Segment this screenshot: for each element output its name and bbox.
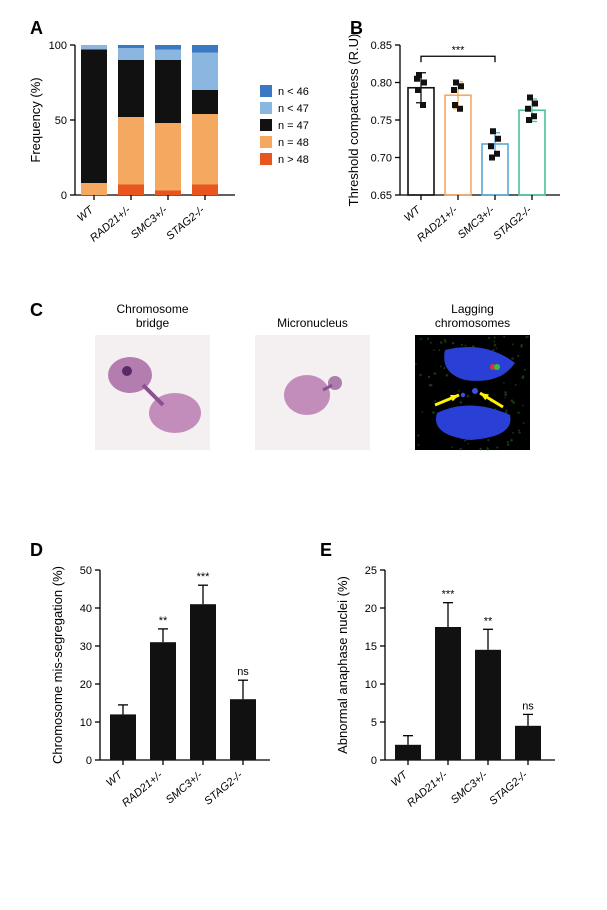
svg-text:**: ** (159, 615, 168, 627)
svg-text:bridge: bridge (136, 316, 170, 330)
svg-text:Chromosome: Chromosome (116, 302, 188, 316)
svg-text:0: 0 (371, 755, 377, 767)
svg-text:Micronucleus: Micronucleus (277, 316, 348, 330)
svg-text:RAD21+/-: RAD21+/- (120, 769, 165, 810)
svg-text:40: 40 (80, 603, 92, 615)
svg-text:SMC3+/-: SMC3+/- (449, 769, 490, 807)
svg-text:n < 47: n < 47 (278, 103, 309, 115)
svg-text:WT: WT (104, 768, 126, 789)
svg-text:n > 48: n > 48 (278, 154, 309, 166)
svg-text:30: 30 (80, 641, 92, 653)
svg-text:0.70: 0.70 (371, 153, 392, 165)
svg-text:15: 15 (365, 641, 377, 653)
svg-text:ns: ns (522, 700, 534, 712)
svg-text:10: 10 (80, 717, 92, 729)
svg-text:5: 5 (371, 717, 377, 729)
svg-text:WT: WT (402, 203, 424, 224)
svg-text:0: 0 (86, 755, 92, 767)
svg-text:RAD21+/-: RAD21+/- (405, 769, 450, 810)
svg-text:SMC3+/-: SMC3+/- (129, 204, 170, 242)
svg-text:0.75: 0.75 (371, 115, 392, 127)
svg-text:25: 25 (365, 565, 377, 577)
svg-text:RAD21+/-: RAD21+/- (88, 204, 133, 245)
svg-text:0.80: 0.80 (371, 78, 392, 90)
figure-svg: 050100Frequency (%)WTRAD21+/-SMC3+/-STAG… (0, 0, 607, 910)
svg-text:20: 20 (365, 603, 377, 615)
svg-text:ns: ns (237, 666, 249, 678)
svg-text:0.85: 0.85 (371, 40, 392, 52)
svg-text:***: *** (197, 571, 211, 583)
svg-text:WT: WT (389, 768, 411, 789)
svg-text:n < 46: n < 46 (278, 86, 309, 98)
svg-text:100: 100 (49, 40, 67, 52)
svg-text:STAG2-/-: STAG2-/- (491, 204, 534, 243)
svg-text:STAG2-/-: STAG2-/- (487, 769, 530, 808)
svg-text:Lagging: Lagging (451, 302, 494, 316)
svg-text:RAD21+/-: RAD21+/- (415, 204, 460, 245)
svg-text:Frequency (%): Frequency (%) (28, 77, 43, 162)
svg-text:n = 48: n = 48 (278, 137, 309, 149)
svg-text:Threshold compactness (R.U): Threshold compactness (R.U) (346, 34, 361, 207)
svg-text:0.65: 0.65 (371, 190, 392, 202)
svg-text:50: 50 (80, 565, 92, 577)
svg-text:SMC3+/-: SMC3+/- (456, 204, 497, 242)
svg-text:STAG2-/-: STAG2-/- (164, 204, 207, 243)
svg-text:**: ** (484, 615, 493, 627)
svg-text:0: 0 (61, 190, 67, 202)
svg-text:Chromosome mis-segregation (%): Chromosome mis-segregation (%) (50, 566, 65, 764)
svg-text:20: 20 (80, 679, 92, 691)
svg-text:***: *** (452, 44, 466, 56)
svg-text:chromosomes: chromosomes (435, 316, 510, 330)
svg-text:Abnormal anaphase nuclei (%): Abnormal anaphase nuclei (%) (335, 576, 350, 754)
svg-text:WT: WT (75, 203, 97, 224)
svg-text:***: *** (442, 589, 456, 601)
svg-text:n = 47: n = 47 (278, 120, 309, 132)
svg-text:10: 10 (365, 679, 377, 691)
svg-text:50: 50 (55, 115, 67, 127)
svg-text:SMC3+/-: SMC3+/- (164, 769, 205, 807)
svg-text:STAG2-/-: STAG2-/- (202, 769, 245, 808)
